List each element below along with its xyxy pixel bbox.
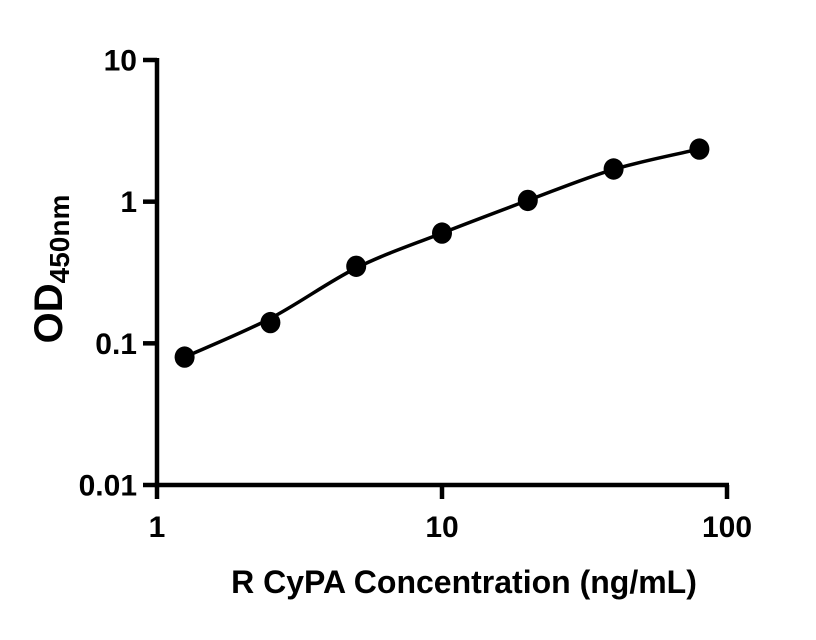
x-tick-label: 1 bbox=[149, 511, 166, 544]
y-axis-title: OD450nm bbox=[27, 195, 75, 344]
data-point bbox=[346, 255, 367, 277]
data-point bbox=[432, 222, 452, 244]
y-axis-title-subscript: 450nm bbox=[44, 195, 75, 284]
data-point bbox=[517, 189, 538, 212]
chart-generated-layer: 0.01 0.1 1 10 1 10 100 bbox=[79, 44, 752, 544]
data-point bbox=[174, 346, 195, 368]
x-tick-label: 10 bbox=[425, 511, 458, 544]
data-point bbox=[689, 138, 710, 160]
x-tick-label: 100 bbox=[702, 511, 752, 544]
data-point bbox=[260, 311, 281, 334]
y-tick-label: 1 bbox=[120, 186, 137, 219]
y-tick-label: 10 bbox=[104, 44, 137, 77]
data-point bbox=[603, 158, 624, 180]
y-axis-title-main: OD bbox=[27, 283, 71, 343]
y-tick-label: 0.1 bbox=[95, 328, 137, 361]
y-tick-label: 0.01 bbox=[79, 470, 137, 503]
x-axis-title: R CyPA Concentration (ng/mL) bbox=[231, 564, 697, 600]
